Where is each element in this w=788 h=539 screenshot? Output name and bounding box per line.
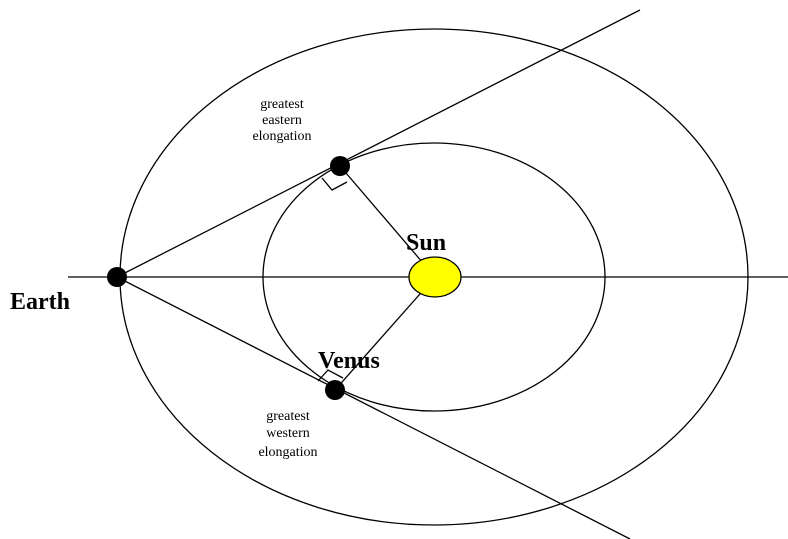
earth-label: Earth (10, 289, 70, 315)
earth (107, 267, 127, 287)
right-angle-east (322, 178, 347, 190)
sun-label: Sun (406, 230, 446, 256)
sun (409, 257, 461, 297)
diagram: Sun Earth Venus greatest eastern elongat… (0, 0, 788, 539)
eastern-sightline (117, 10, 640, 277)
western-sightline (117, 277, 630, 539)
eastern-label: eastern (262, 113, 302, 128)
western-label: western (266, 426, 310, 441)
eastern-label: greatest (260, 97, 304, 112)
venus-label: Venus (318, 348, 380, 374)
western-label: elongation (258, 445, 317, 460)
venus-east (330, 156, 350, 176)
eastern-label: elongation (252, 129, 311, 144)
venus-west (325, 380, 345, 400)
western-label: greatest (266, 409, 310, 424)
